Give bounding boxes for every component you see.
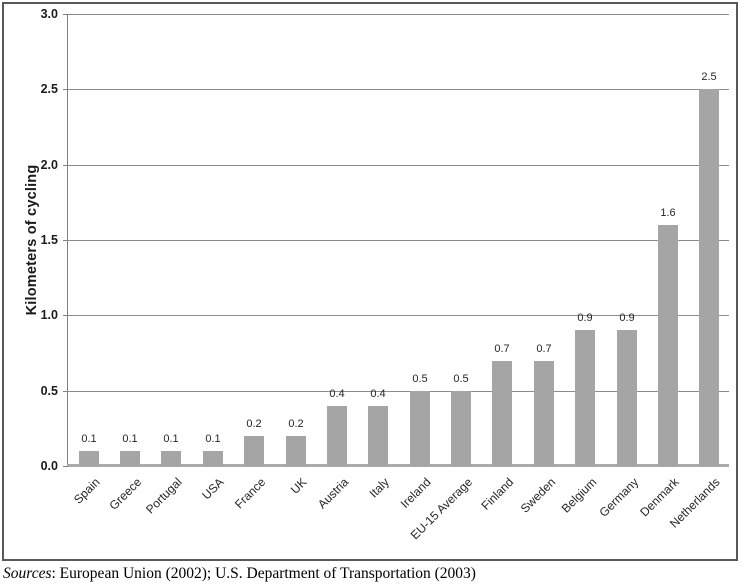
bar-value-label: 0.5 bbox=[453, 373, 469, 385]
x-category-label: Italy bbox=[366, 475, 392, 501]
y-tick-label: 2.5 bbox=[40, 82, 58, 96]
x-category-label: Belgium bbox=[558, 475, 599, 516]
x-category-label: UK bbox=[288, 475, 310, 497]
gridline bbox=[68, 14, 729, 15]
chart-outer-border: Kilometers of cycling 0.0 0.5 1.0 1.5 2.0 2.5… bbox=[2, 2, 738, 561]
bar-value-label: 0.1 bbox=[163, 433, 179, 445]
gridline bbox=[68, 165, 729, 166]
gridline bbox=[68, 240, 729, 241]
x-category-label: France bbox=[231, 475, 268, 512]
x-category-label: Finland bbox=[478, 475, 516, 513]
gridline bbox=[68, 315, 729, 316]
bar-value-label: 0.1 bbox=[205, 433, 221, 445]
y-axis-tick bbox=[63, 315, 68, 316]
bar bbox=[203, 451, 223, 466]
bar-value-label: 0.9 bbox=[577, 312, 593, 324]
source-note: Sources: European Union (2002); U.S. Dep… bbox=[3, 565, 476, 583]
bar bbox=[368, 406, 388, 466]
source-note-text: : European Union (2002); U.S. Department… bbox=[51, 565, 476, 582]
gridline bbox=[68, 391, 729, 392]
x-axis-line bbox=[67, 464, 729, 467]
bar-value-label: 0.5 bbox=[412, 373, 428, 385]
y-tick-label: 0.0 bbox=[40, 459, 58, 473]
bar bbox=[699, 89, 719, 466]
y-axis-title: Kilometers of cycling bbox=[24, 164, 40, 316]
x-category-label: Sweden bbox=[517, 475, 558, 516]
y-axis-tick bbox=[63, 240, 68, 241]
bar bbox=[79, 451, 99, 466]
y-tick-label: 0.5 bbox=[40, 384, 58, 398]
y-tick-label: 3.0 bbox=[40, 7, 58, 21]
bar-value-label: 0.2 bbox=[246, 418, 262, 430]
y-tick-label: 1.5 bbox=[40, 233, 58, 247]
bar bbox=[534, 361, 554, 466]
y-axis-tick bbox=[63, 14, 68, 15]
y-axis-tick bbox=[63, 391, 68, 392]
bar-value-label: 0.1 bbox=[122, 433, 138, 445]
x-category-label: Portugal bbox=[143, 475, 185, 517]
plot-area: 0.0 0.5 1.0 1.5 2.0 2.5 3.0 0.1 Spain 0.1 Greece 0.… bbox=[41, 7, 729, 542]
bar bbox=[617, 330, 637, 466]
gridline bbox=[68, 89, 729, 90]
y-axis-tick bbox=[63, 89, 68, 90]
y-tick-label: 2.0 bbox=[40, 158, 58, 172]
bar bbox=[575, 330, 595, 466]
bar bbox=[451, 391, 471, 466]
bar bbox=[492, 361, 512, 466]
bar bbox=[120, 451, 140, 466]
bar-value-label: 0.4 bbox=[370, 388, 386, 400]
x-category-label: Spain bbox=[71, 475, 103, 507]
bar-value-label: 0.7 bbox=[536, 343, 552, 355]
source-note-prefix: Sources bbox=[3, 565, 52, 582]
bar bbox=[286, 436, 306, 466]
x-category-label: Greece bbox=[106, 475, 144, 513]
x-category-label: Ireland bbox=[398, 475, 434, 511]
bar bbox=[161, 451, 181, 466]
bar bbox=[244, 436, 264, 466]
bar bbox=[658, 225, 678, 466]
bar-value-label: 0.2 bbox=[288, 418, 304, 430]
bar-value-label: 0.1 bbox=[81, 433, 97, 445]
x-category-label: Austria bbox=[314, 475, 351, 512]
bar bbox=[327, 406, 347, 466]
x-category-label: Germany bbox=[596, 475, 641, 520]
bar-value-label: 0.4 bbox=[329, 388, 345, 400]
y-axis-tick bbox=[63, 466, 68, 467]
bar-value-label: 1.6 bbox=[660, 207, 676, 219]
bar bbox=[410, 391, 430, 466]
bar-value-label: 0.9 bbox=[619, 312, 635, 324]
x-category-label: USA bbox=[199, 475, 227, 503]
y-tick-label: 1.0 bbox=[40, 308, 58, 322]
y-axis-tick bbox=[63, 165, 68, 166]
bar-value-label: 0.7 bbox=[494, 343, 510, 355]
bar-value-label: 2.5 bbox=[701, 71, 717, 83]
